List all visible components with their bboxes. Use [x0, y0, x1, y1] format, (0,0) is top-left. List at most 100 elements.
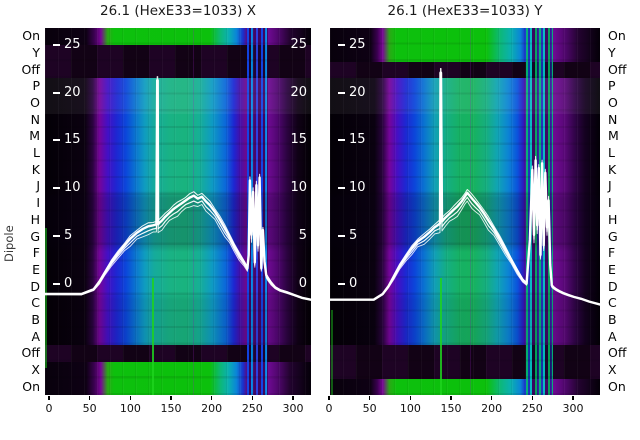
xtick-mark [490, 396, 493, 400]
heatmap-body [330, 78, 600, 345]
ytick-mark [53, 44, 60, 46]
dipole-trace-curve [45, 76, 311, 301]
ytick-label-right: 10 [290, 180, 307, 196]
row-label-right: Y [608, 45, 616, 61]
ytick-mark [53, 234, 60, 237]
row-label-left: F [32, 245, 40, 261]
xtick-mark [129, 396, 132, 400]
row-band-y [45, 45, 311, 62]
row-label-left: J [36, 178, 40, 194]
row-label-left: A [31, 328, 40, 344]
row-band-on-top [45, 28, 311, 45]
ytick-label-right: 0 [298, 275, 307, 291]
row-label-right: Off [608, 345, 627, 361]
xtick-label: 0 [45, 402, 53, 415]
xtick-label: 50 [82, 402, 97, 415]
row-label-right: X [608, 361, 617, 377]
green-glitch-line [152, 278, 154, 395]
row-label-right: F [608, 245, 616, 261]
row-label-right: M [608, 128, 619, 144]
dipole-trace-path [45, 76, 311, 301]
row-label-left: B [31, 311, 40, 327]
ytick-label: 25 [349, 37, 366, 52]
ytick-label: 15 [349, 132, 366, 148]
row-label-left: K [31, 161, 40, 177]
row-label-right: N [608, 111, 618, 127]
dipole-trace-path [330, 82, 600, 305]
xtick-label: 200 [481, 402, 503, 415]
row-label-left: Y [32, 45, 40, 61]
row-label-right: L [608, 145, 615, 161]
ytick-mark [338, 139, 345, 142]
xtick-mark [572, 396, 574, 400]
dipole-trace-path [330, 67, 600, 306]
xtick-label: 200 [201, 402, 223, 415]
row-label-right: I [608, 195, 612, 211]
ytick-mark [338, 91, 345, 94]
row-label-right: D [608, 278, 618, 294]
xtick-label: 250 [241, 402, 263, 415]
row-label-left: N [30, 111, 40, 127]
row-band-on-bottom [45, 379, 311, 395]
ytick-label: 0 [349, 275, 358, 291]
row-label-left: E [32, 261, 40, 277]
row-label-left: Off [21, 61, 40, 77]
dipole-trace-path [45, 79, 311, 301]
dipole-trace-path [45, 84, 311, 301]
ytick-mark [53, 282, 60, 285]
row-label-left: G [30, 228, 40, 244]
xtick-mark [48, 396, 50, 400]
row-label-right: E [608, 261, 616, 277]
faint-column-line [193, 28, 194, 395]
ytick-label: 20 [349, 84, 366, 100]
plot-title-x: 26.1 (HexE33=1033) X [99, 3, 256, 19]
xtick-mark [450, 396, 452, 400]
row-shading-overlay [330, 28, 600, 395]
ytick-label: 5 [64, 227, 73, 243]
row-label-left: Off [21, 345, 40, 361]
row-label-right: Off [608, 61, 627, 77]
ytick-mark [338, 44, 345, 46]
plot-title-y: 26.1 (HexE33=1033) Y [387, 3, 543, 19]
xtick-mark [251, 396, 254, 400]
dipole-trace-path [45, 88, 311, 301]
xtick-label: 150 [160, 402, 182, 415]
ytick-mark [53, 91, 60, 94]
dipole-trace-curve [330, 67, 600, 306]
faint-column-line [470, 28, 471, 395]
ytick-label: 0 [64, 275, 73, 291]
xtick-label: 0 [325, 402, 333, 415]
row-label-right: On [608, 378, 626, 394]
row-label-left: X [31, 361, 40, 377]
row-label-left: I [36, 195, 40, 211]
row-label-left: M [29, 128, 40, 144]
ytick-label: 10 [349, 180, 366, 196]
row-label-right: On [608, 28, 626, 44]
row-label-right: G [608, 228, 618, 244]
row-label-left: H [30, 211, 40, 227]
band-tone-overlay [330, 78, 600, 345]
ytick-mark [338, 187, 345, 190]
row-label-left: P [32, 78, 40, 94]
row-label-right: A [608, 328, 617, 344]
ytick-label-right: 5 [298, 227, 307, 243]
row-label-right: J [608, 178, 612, 194]
xtick-mark [368, 396, 371, 400]
dipole-trace-path [330, 77, 600, 306]
ytick-label-right: 20 [290, 84, 307, 100]
column-texture-overlay [330, 28, 600, 395]
ytick-label: 15 [64, 132, 81, 148]
xtick-label: 300 [282, 402, 304, 415]
row-label-right: P [608, 78, 616, 94]
xtick-mark [409, 396, 412, 400]
heatmap-panel-y: 25 20 15 10 5 0 [330, 28, 600, 395]
row-label-right: O [608, 95, 618, 111]
xtick-mark [292, 396, 294, 400]
ytick-mark [53, 139, 60, 142]
row-label-left: C [31, 295, 40, 311]
xtick-label: 50 [362, 402, 377, 415]
row-label-left: On [22, 28, 40, 44]
xtick-label: 100 [399, 402, 421, 415]
row-band-off-top [45, 62, 311, 78]
